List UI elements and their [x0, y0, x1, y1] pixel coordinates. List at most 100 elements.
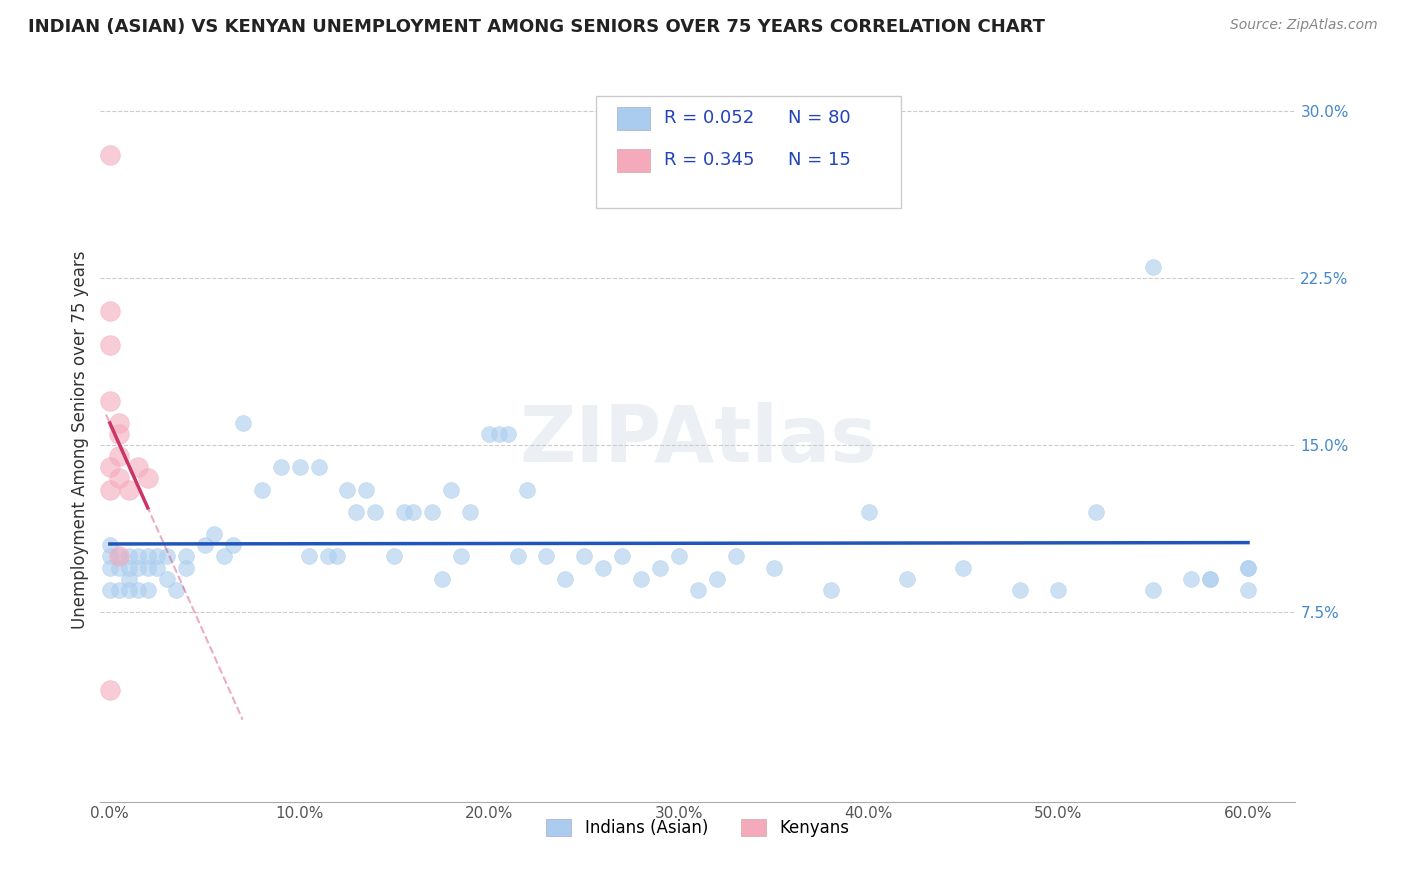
Point [222, 538, 245, 552]
Point [1010, 582, 1032, 597]
Point [194, 538, 217, 552]
Point [392, 505, 415, 519]
Point [127, 460, 149, 475]
Point [118, 549, 141, 564]
Point [98, 304, 121, 318]
Point [952, 560, 974, 574]
Point [108, 426, 131, 441]
Point [118, 572, 141, 586]
FancyBboxPatch shape [617, 107, 650, 129]
Point [724, 549, 747, 564]
Point [136, 582, 159, 597]
Point [98, 538, 121, 552]
Point [686, 582, 709, 597]
Text: ZIPAtlas: ZIPAtlas [519, 401, 877, 477]
Point [1142, 582, 1164, 597]
Point [610, 549, 633, 564]
Point [630, 572, 652, 586]
Point [98, 148, 121, 162]
Point [250, 483, 273, 497]
Point [1180, 572, 1202, 586]
Point [146, 549, 169, 564]
Point [118, 560, 141, 574]
Point [1199, 572, 1222, 586]
Legend: Indians (Asian), Kenyans: Indians (Asian), Kenyans [540, 813, 856, 844]
Point [136, 471, 159, 485]
Point [308, 460, 330, 475]
Point [1199, 572, 1222, 586]
Point [136, 560, 159, 574]
FancyBboxPatch shape [617, 149, 650, 171]
Point [108, 449, 131, 463]
Point [1085, 505, 1108, 519]
Point [384, 549, 406, 564]
Point [450, 549, 472, 564]
Point [354, 483, 377, 497]
Point [174, 560, 197, 574]
Point [1142, 260, 1164, 274]
Point [346, 505, 368, 519]
Point [108, 416, 131, 430]
Point [1237, 560, 1260, 574]
Point [118, 483, 141, 497]
Text: N = 15: N = 15 [787, 152, 851, 169]
Point [572, 549, 595, 564]
Point [98, 549, 121, 564]
Point [98, 460, 121, 475]
Point [118, 582, 141, 597]
Point [270, 460, 292, 475]
Point [98, 393, 121, 408]
Point [156, 549, 179, 564]
Point [127, 582, 149, 597]
Point [896, 572, 918, 586]
Point [108, 549, 131, 564]
Text: R = 0.052: R = 0.052 [665, 110, 755, 128]
FancyBboxPatch shape [596, 95, 901, 208]
Point [858, 505, 880, 519]
Point [648, 560, 671, 574]
Point [420, 505, 443, 519]
Point [1237, 582, 1260, 597]
Point [506, 549, 529, 564]
Point [212, 549, 235, 564]
Point [108, 582, 131, 597]
Point [336, 483, 359, 497]
Point [156, 572, 179, 586]
Point [326, 549, 349, 564]
Point [534, 549, 557, 564]
Point [108, 471, 131, 485]
Point [316, 549, 339, 564]
Point [458, 505, 481, 519]
Text: R = 0.345: R = 0.345 [665, 152, 755, 169]
Point [98, 483, 121, 497]
Point [762, 560, 785, 574]
Point [1047, 582, 1070, 597]
Point [496, 426, 519, 441]
Point [98, 683, 121, 698]
Point [430, 572, 453, 586]
Point [298, 549, 321, 564]
Point [108, 549, 131, 564]
Point [165, 582, 187, 597]
Point [202, 527, 225, 541]
Point [478, 426, 501, 441]
Point [706, 572, 728, 586]
Point [98, 338, 121, 352]
Point [488, 426, 510, 441]
Point [136, 549, 159, 564]
Point [174, 549, 197, 564]
Point [127, 549, 149, 564]
Point [288, 460, 311, 475]
Y-axis label: Unemployment Among Seniors over 75 years: Unemployment Among Seniors over 75 years [72, 251, 89, 629]
Point [127, 560, 149, 574]
Text: Source: ZipAtlas.com: Source: ZipAtlas.com [1230, 18, 1378, 32]
Point [232, 416, 254, 430]
Text: INDIAN (ASIAN) VS KENYAN UNEMPLOYMENT AMONG SENIORS OVER 75 YEARS CORRELATION CH: INDIAN (ASIAN) VS KENYAN UNEMPLOYMENT AM… [28, 18, 1045, 36]
Point [668, 549, 690, 564]
Point [592, 560, 614, 574]
Point [98, 560, 121, 574]
Point [146, 560, 169, 574]
Point [1237, 560, 1260, 574]
Point [516, 483, 538, 497]
Point [108, 560, 131, 574]
